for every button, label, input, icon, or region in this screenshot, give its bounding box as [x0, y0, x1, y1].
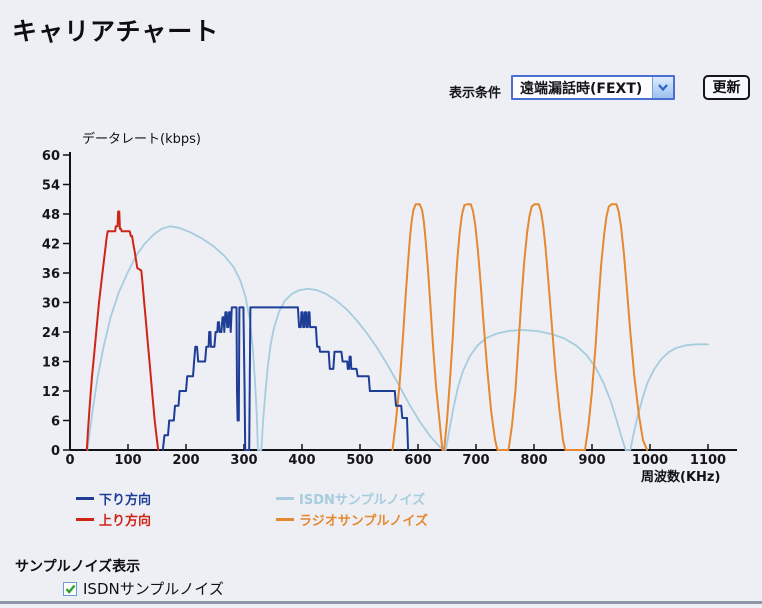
x-tick-label: 1100: [690, 453, 726, 468]
x-tick-label: 400: [288, 453, 315, 468]
legend-item-isdn-noise: ISDNサンプルノイズ: [276, 489, 425, 508]
display-condition-select[interactable]: 遠端漏話時(FEXT): [511, 75, 675, 100]
legend-item-radio-noise: ラジオサンプルノイズ: [276, 510, 428, 529]
isdn-noise-line-swatch: [276, 497, 294, 500]
x-tick-label: 500: [346, 453, 373, 468]
legend-label-downstream: 下り方向: [99, 493, 152, 508]
x-tick-label: 900: [578, 453, 605, 468]
legend-item-upstream: 上り方向: [76, 510, 151, 529]
legend-label-upstream: 上り方向: [99, 514, 152, 529]
x-tick-label: 600: [404, 453, 431, 468]
chart-axes: 0 100 200 300 400 500 600 700 800 900 1000 1100 0 6 12…: [42, 149, 737, 468]
series-line-upstream: [85, 210, 160, 451]
isdn-noise-checkbox[interactable]: [63, 581, 77, 596]
display-condition-value: 遠端漏話時(FEXT): [520, 80, 643, 97]
legend-label-radio-noise: ラジオサンプルノイズ: [299, 514, 428, 529]
update-button[interactable]: 更新: [703, 75, 750, 100]
series-line-isdn-sample-noise: [86, 225, 709, 451]
x-tick-label: 0: [65, 453, 74, 468]
isdn-noise-option-row: ISDNサンプルノイズ: [63, 578, 224, 599]
y-tick-label: 42: [42, 238, 60, 253]
upstream-line-swatch: [76, 518, 94, 521]
y-tick-label: 54: [42, 179, 60, 194]
x-tick-label: 100: [114, 453, 141, 468]
y-tick-label: 60: [42, 149, 60, 164]
y-axis-title: データレート(kbps): [82, 132, 201, 147]
y-tick-label: 18: [42, 356, 60, 371]
radio-noise-line-swatch: [276, 518, 294, 521]
legend-item-downstream: 下り方向: [76, 489, 151, 508]
window-bottom-edge: [0, 601, 762, 604]
x-tick-label: 300: [230, 453, 257, 468]
sample-noise-section-heading: サンプルノイズ表示: [15, 559, 141, 575]
downstream-line-swatch: [76, 497, 94, 500]
x-tick-label: 800: [520, 453, 547, 468]
y-tick-label: 12: [42, 385, 60, 400]
x-axis-title: 周波数(KHz): [641, 470, 721, 485]
y-tick-label: 36: [42, 267, 60, 282]
y-tick-label: 30: [42, 297, 60, 312]
x-tick-label: 1000: [632, 453, 668, 468]
series-line-radio-sample-noise: [391, 203, 649, 451]
legend-label-isdn-noise: ISDNサンプルノイズ: [299, 493, 426, 508]
display-condition-label: 表示条件: [449, 86, 502, 101]
check-icon: [65, 584, 75, 594]
y-tick-label: 24: [42, 326, 60, 341]
y-tick-label: 48: [42, 208, 60, 223]
series-line-downstream: [161, 306, 410, 451]
y-tick-label: 6: [51, 415, 60, 430]
isdn-noise-checkbox-label: ISDNサンプルノイズ: [83, 580, 224, 598]
chevron-down-icon[interactable]: [652, 77, 673, 98]
x-tick-label: 200: [172, 453, 199, 468]
y-tick-label: 0: [51, 444, 60, 459]
page-title: キャリアチャート: [12, 17, 220, 46]
x-tick-label: 700: [462, 453, 489, 468]
